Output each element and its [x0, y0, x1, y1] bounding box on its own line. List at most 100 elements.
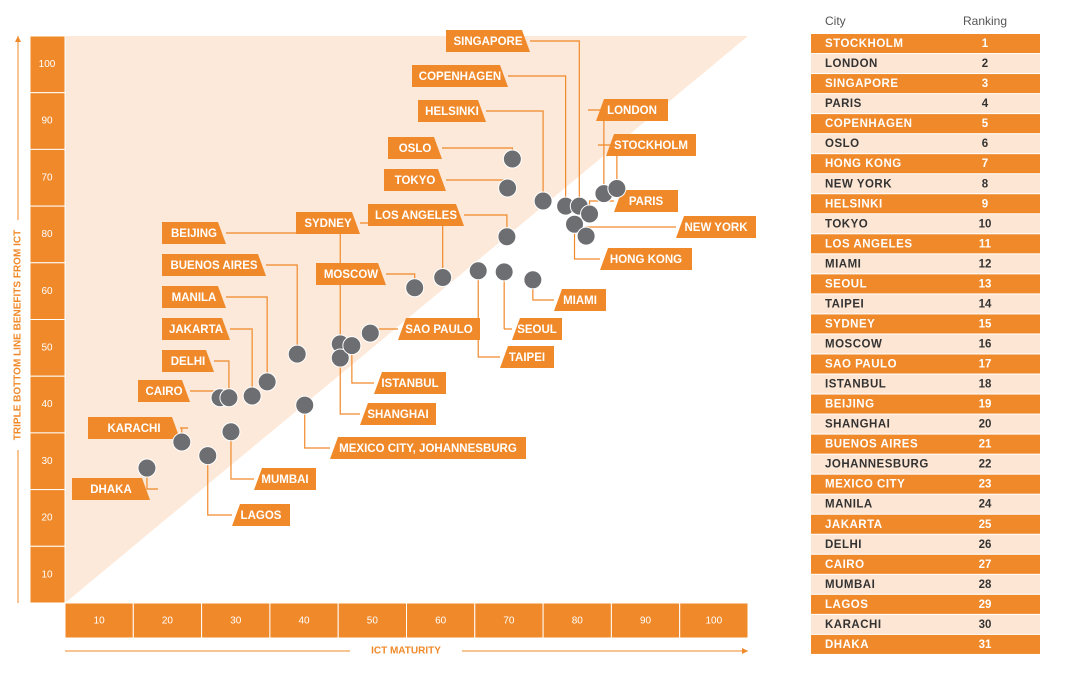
x-title-bg	[350, 644, 462, 658]
point	[219, 388, 239, 408]
ranking: 21	[979, 439, 992, 451]
table-row	[811, 274, 1040, 294]
y-tick-box	[29, 205, 66, 264]
city-name: JAKARTA	[825, 519, 883, 531]
x-tick-box	[132, 602, 203, 639]
leader-line	[351, 345, 374, 384]
x-tick-box	[406, 602, 476, 639]
table-row	[811, 494, 1040, 514]
y-tick-label: 90	[41, 116, 53, 127]
ranking: 24	[979, 499, 992, 511]
x-tick-label: 100	[706, 616, 723, 627]
ranking: 26	[979, 539, 992, 551]
table-row	[811, 234, 1040, 254]
ranking: 29	[979, 599, 992, 611]
table-row	[811, 374, 1040, 394]
point-label: NEW YORK	[684, 222, 748, 234]
point-label: ISTANBUL	[381, 378, 438, 390]
city-name: OSLO	[825, 138, 860, 150]
point-label-box	[162, 350, 214, 372]
y-tick-label: 20	[41, 513, 53, 524]
y-tick-label: 10	[41, 569, 53, 580]
point-label-box	[368, 204, 464, 226]
city-name: PARIS	[825, 98, 862, 110]
ranking: 3	[982, 78, 988, 90]
ranking: 16	[979, 338, 992, 350]
point-label: SINGAPORE	[453, 36, 522, 48]
city-name: TOKYO	[825, 218, 868, 230]
city-name: LONDON	[825, 58, 878, 70]
y-tick-box	[29, 262, 66, 320]
city-name: DHAKA	[825, 639, 869, 651]
city-name: LAGOS	[825, 599, 868, 611]
table-row	[811, 394, 1040, 414]
table-row	[811, 74, 1040, 94]
point	[607, 179, 627, 199]
point-label-box	[360, 403, 436, 425]
point-label-box	[500, 346, 554, 368]
point-label: SHANGHAI	[367, 409, 428, 421]
point-label: MOSCOW	[324, 269, 378, 281]
city-name: HELSINKI	[825, 198, 883, 210]
point-label-box	[162, 318, 230, 340]
table-row	[811, 314, 1040, 334]
city-name: LOS ANGELES	[825, 238, 913, 250]
point	[287, 344, 307, 364]
point-label-box	[398, 318, 480, 340]
point-label: TAIPEI	[509, 352, 545, 364]
leader-line	[532, 279, 554, 301]
point-label: LAGOS	[241, 510, 282, 522]
leader-line	[477, 270, 500, 358]
point	[468, 261, 488, 281]
ranking: 17	[979, 359, 992, 371]
ranking: 5	[982, 118, 989, 130]
point	[360, 323, 380, 343]
point-label: BUENOS AIRES	[170, 260, 257, 272]
ranking: 14	[979, 298, 992, 310]
point-label-box	[388, 137, 442, 159]
city-name: JOHANNESBURG	[825, 459, 929, 471]
point	[494, 262, 514, 282]
point	[433, 268, 453, 288]
y-tick-label: 100	[39, 59, 56, 70]
table-row	[811, 434, 1040, 454]
city-name: NEW YORK	[825, 178, 892, 190]
point-label: MUMBAI	[261, 474, 308, 486]
x-tick-label: 90	[640, 616, 652, 627]
city-name: SHANGHAI	[825, 419, 890, 431]
table-row	[811, 154, 1040, 174]
city-name: COPENHAGEN	[825, 118, 912, 130]
table-row	[811, 114, 1040, 134]
leader-line	[266, 264, 298, 355]
x-tick-box	[337, 602, 408, 639]
point	[137, 458, 157, 478]
city-name: CAIRO	[825, 559, 865, 571]
city-name: MEXICO CITY	[825, 479, 905, 491]
ranking: 1	[982, 38, 989, 50]
ranking: 8	[982, 178, 989, 190]
point	[242, 386, 262, 406]
point	[257, 372, 277, 392]
ranking: 20	[979, 419, 992, 431]
y-tick-box	[29, 148, 66, 207]
y-tick-label: 30	[41, 456, 53, 467]
table-row	[811, 94, 1040, 114]
x-tick-label: 50	[367, 616, 379, 627]
city-name: TAIPEI	[825, 298, 864, 310]
table-header-ranking: Ranking	[963, 14, 1007, 28]
y-tick-label: 60	[41, 286, 53, 297]
x-tick-label: 60	[435, 616, 447, 627]
leader-line	[214, 360, 230, 398]
city-name: BUENOS AIRES	[825, 439, 918, 451]
city-name: SAO PAULO	[825, 359, 897, 371]
point-label-box	[606, 134, 696, 156]
city-name: HONG KONG	[825, 158, 902, 170]
point-label: DELHI	[171, 356, 206, 368]
x-tick-label: 40	[298, 616, 310, 627]
x-tick-label: 70	[503, 616, 515, 627]
table-header-city: City	[825, 14, 846, 28]
table-row	[811, 354, 1040, 374]
point-label-box	[676, 216, 756, 238]
ranking: 18	[979, 379, 992, 391]
leader-line	[339, 358, 360, 415]
